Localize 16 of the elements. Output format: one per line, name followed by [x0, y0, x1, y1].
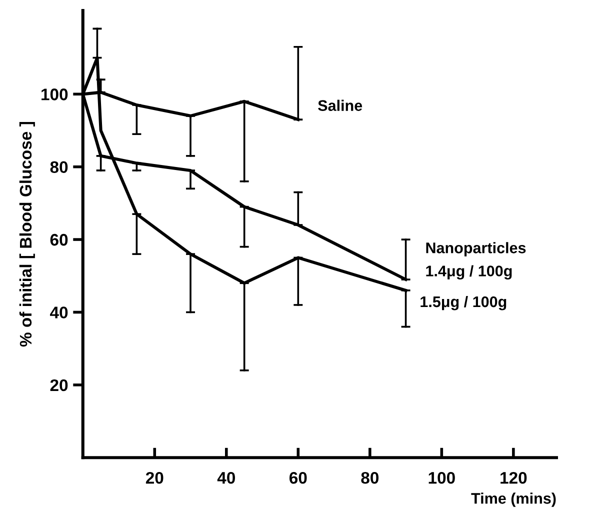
x-tick-label: 20: [146, 472, 164, 484]
y-tick-label: 100: [42, 88, 68, 100]
x-tick-label: 80: [361, 472, 378, 484]
series-label: Saline: [318, 100, 362, 111]
y-axis-title: % of initial [ Blood Glucose ]: [19, 122, 35, 347]
x-tick-label: 60: [289, 472, 307, 484]
x-tick-label: 100: [428, 472, 455, 484]
y-tick-label: 80: [50, 161, 68, 174]
x-tick-label: 40: [217, 472, 235, 484]
series-label: 1.5μg / 100g: [420, 296, 506, 310]
y-tick-label: 40: [50, 306, 68, 318]
series-label: Nanoparticles 1.4μg / 100g: [426, 242, 526, 280]
y-tick-label: 60: [50, 234, 68, 246]
x-tick-label: 120: [500, 472, 527, 484]
y-tick-label: 20: [50, 379, 68, 392]
x-axis-title: Time (mins): [471, 492, 556, 507]
